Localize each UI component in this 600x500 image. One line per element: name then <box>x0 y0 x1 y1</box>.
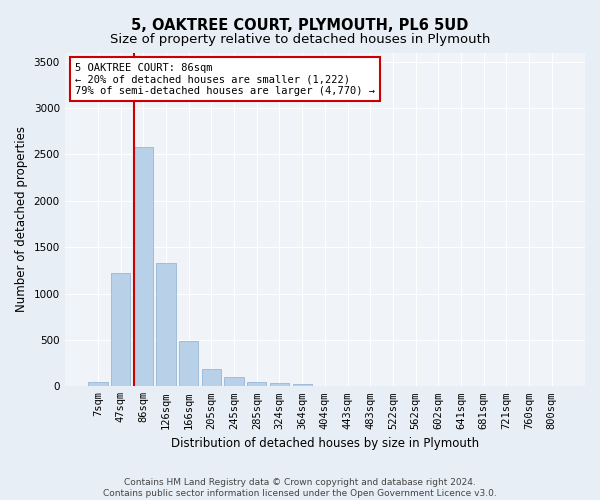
Bar <box>157 263 176 386</box>
Bar <box>179 341 199 386</box>
Text: Contains HM Land Registry data © Crown copyright and database right 2024.
Contai: Contains HM Land Registry data © Crown c… <box>103 478 497 498</box>
Text: Size of property relative to detached houses in Plymouth: Size of property relative to detached ho… <box>110 32 490 46</box>
Bar <box>88 382 107 386</box>
Y-axis label: Number of detached properties: Number of detached properties <box>15 126 28 312</box>
Bar <box>247 382 266 386</box>
Bar <box>270 382 289 386</box>
Bar <box>293 384 312 386</box>
Bar <box>111 273 130 386</box>
Text: 5 OAKTREE COURT: 86sqm
← 20% of detached houses are smaller (1,222)
79% of semi-: 5 OAKTREE COURT: 86sqm ← 20% of detached… <box>75 62 375 96</box>
Text: 5, OAKTREE COURT, PLYMOUTH, PL6 5UD: 5, OAKTREE COURT, PLYMOUTH, PL6 5UD <box>131 18 469 32</box>
X-axis label: Distribution of detached houses by size in Plymouth: Distribution of detached houses by size … <box>171 437 479 450</box>
Bar <box>134 147 153 386</box>
Bar <box>202 369 221 386</box>
Bar <box>224 377 244 386</box>
